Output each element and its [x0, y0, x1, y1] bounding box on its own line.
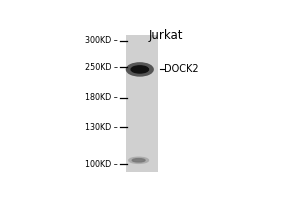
Text: 180KD –: 180KD –: [85, 93, 118, 102]
Bar: [126, 35, 158, 172]
Ellipse shape: [132, 159, 145, 162]
Text: 130KD –: 130KD –: [85, 123, 118, 132]
Text: 100KD –: 100KD –: [85, 160, 118, 169]
Text: 250KD –: 250KD –: [85, 63, 118, 72]
Text: DOCK2: DOCK2: [164, 64, 199, 74]
Ellipse shape: [131, 66, 148, 73]
Ellipse shape: [126, 63, 153, 76]
Text: Jurkat: Jurkat: [148, 29, 183, 42]
Ellipse shape: [129, 157, 148, 163]
Text: 300KD –: 300KD –: [85, 36, 118, 45]
